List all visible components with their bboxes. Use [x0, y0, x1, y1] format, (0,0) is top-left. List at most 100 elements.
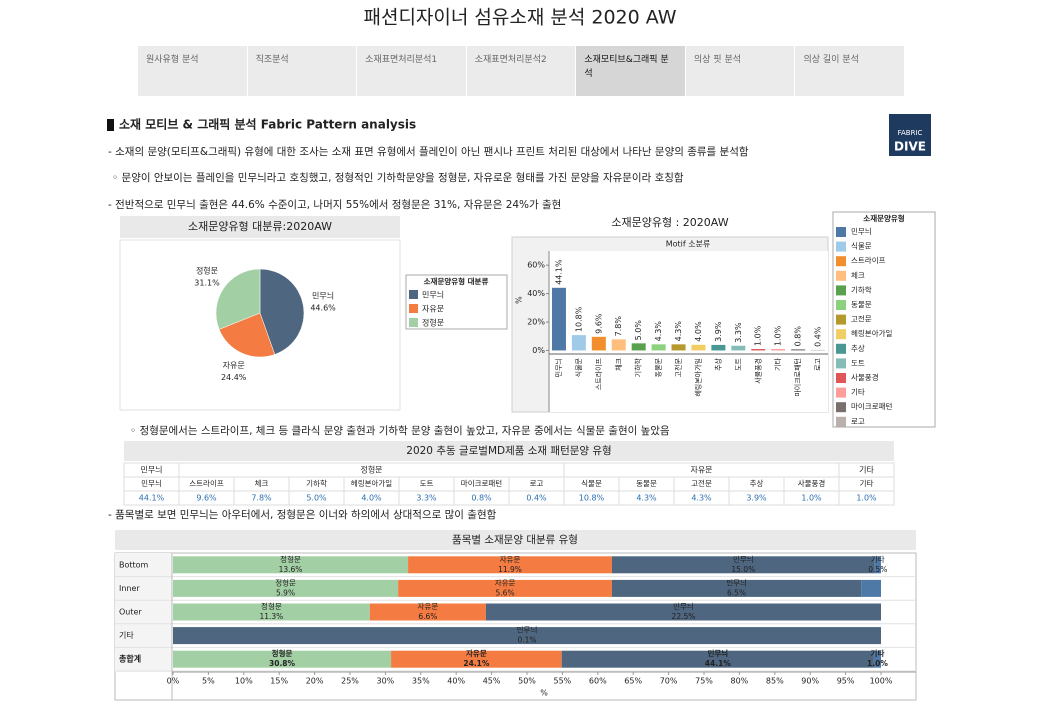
slice-value: 24.4%: [221, 373, 247, 382]
tab[interactable]: 소재표면처리분석1: [357, 46, 466, 96]
column-header: 체크: [255, 478, 269, 488]
slice-label: 민무늬: [312, 291, 334, 301]
plot-area: [549, 251, 828, 354]
bar-segment: [485, 603, 881, 621]
bar: [811, 349, 826, 351]
legend-label: 기타: [851, 388, 865, 397]
x-tick-label: 0%: [167, 677, 180, 686]
segment-label: 자유문: [495, 578, 516, 587]
value-label: 1.0%: [774, 325, 783, 346]
column-header: 마이크로패턴: [461, 478, 502, 488]
segment-label: 민무늬: [707, 648, 728, 658]
legend-swatch: [409, 290, 418, 299]
legend-label: 체크: [851, 270, 865, 280]
x-tick-label: 50%: [518, 677, 536, 686]
tab[interactable]: 원사유형 분석: [138, 46, 247, 96]
value-label: 7.8%: [614, 316, 623, 337]
y-axis-label: %: [515, 296, 524, 304]
column-header: 기하학: [306, 478, 327, 488]
legend-label: 사물풍경: [851, 372, 879, 382]
x-tick-label: 95%: [837, 677, 855, 686]
segment-label: 민무늬: [726, 577, 747, 587]
segment-value: 0.5%: [868, 565, 887, 574]
bar: [731, 345, 746, 351]
x-tick-label: 45%: [483, 677, 501, 686]
tab[interactable]: 직조분석: [247, 46, 357, 96]
column-header: 민무늬: [141, 478, 162, 488]
tab[interactable]: 의상 핏 분석: [685, 46, 795, 96]
slice-label: 자유문: [223, 361, 245, 370]
bar-segment: [173, 603, 370, 621]
legend-label: 헤링본아가일: [851, 328, 892, 338]
column-header: 식물문: [581, 479, 602, 488]
segment-value: 30.8%: [269, 659, 296, 668]
tab[interactable]: 소재모티브&그래픽 분석: [576, 46, 685, 96]
legend-swatch: [836, 373, 846, 383]
bar-segment: [861, 579, 881, 597]
bar: [711, 344, 726, 351]
bar: [631, 343, 646, 351]
label-area: [549, 354, 828, 412]
x-tick-label: 70%: [660, 677, 678, 686]
x-tick-label: 60%: [589, 677, 607, 686]
column-header: 로고: [530, 479, 544, 488]
segment-value: 5.9%: [276, 588, 295, 597]
legend-label: 자유문: [422, 305, 444, 314]
y-tick-label: 40%: [527, 289, 545, 298]
legend-swatch: [836, 343, 846, 354]
bar: [651, 344, 666, 351]
pie-slice: [259, 268, 305, 355]
bar-segment: [611, 556, 875, 574]
legend-swatch: [836, 387, 846, 398]
bar-segment: [408, 556, 612, 574]
bar-segment: [173, 627, 881, 645]
segment-label: 민무늬: [517, 625, 538, 635]
cell-value: 3.3%: [416, 494, 437, 503]
cell-value: 5.0%: [306, 494, 327, 503]
cell-value: 1.0%: [801, 494, 822, 503]
column-header: 추상: [750, 478, 764, 488]
column-header: 동물문: [636, 479, 657, 488]
tab[interactable]: 의상 길이 분석: [795, 46, 905, 96]
value-label: 5.0%: [634, 320, 643, 341]
chart-title: 소재문양유형 : 2020AW: [611, 216, 728, 229]
legend-title: 소재문양유형: [863, 213, 904, 223]
column-header: 스트라이프: [189, 478, 224, 488]
legend-title: 소재문양유형 대분류: [424, 276, 489, 286]
legend-swatch: [836, 285, 846, 296]
legend-swatch: [836, 314, 846, 325]
legend-label: 동물문: [851, 300, 872, 309]
segment-label: 기타: [871, 555, 885, 564]
bar: [611, 339, 626, 351]
segment-value: 24.1%: [463, 659, 490, 668]
y-tick-label: 총합계: [119, 654, 141, 664]
segment-label: 정형문: [261, 601, 282, 611]
segment-value: 11.9%: [498, 565, 522, 574]
value-cell: [838, 490, 895, 506]
segment-value: 6.5%: [727, 588, 746, 597]
x-tick-label: 35%: [412, 677, 430, 686]
legend-label: 식물문: [851, 242, 872, 251]
x-tick-label: 마이크로패턴: [793, 358, 802, 397]
group-header: 정형문: [360, 465, 382, 475]
bar: [591, 336, 606, 351]
x-tick-label: 고전문: [674, 357, 683, 377]
legend-label: 기하학: [851, 284, 872, 294]
legend-swatch: [409, 304, 418, 313]
chart-subtitle: Motif 소분류: [666, 240, 711, 249]
group-header: 기타: [859, 466, 874, 475]
cell-value: 0.8%: [471, 494, 492, 503]
group-header: 민무늬: [140, 465, 162, 475]
legend-swatch: [409, 318, 418, 327]
value-label: 0.4%: [814, 326, 823, 347]
tab[interactable]: 소재표면처리분석2: [466, 46, 576, 96]
bar: [751, 349, 766, 351]
segment-label: 정형문: [280, 554, 301, 564]
segment-label: 민무늬: [673, 601, 694, 611]
x-tick-label: 민무늬: [554, 358, 563, 377]
x-tick-label: 헤링본아가일: [693, 358, 702, 397]
cell-value: 0.4%: [526, 494, 547, 503]
x-tick-label: 75%: [695, 677, 713, 686]
y-tick-label: 60%: [527, 261, 545, 270]
